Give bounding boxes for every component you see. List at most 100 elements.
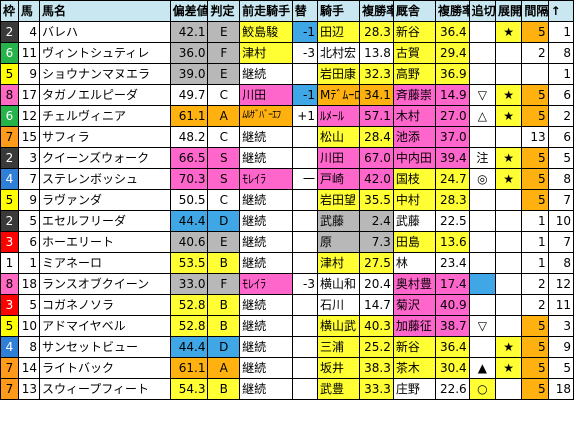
horse-number-cell: 8 <box>17 336 40 358</box>
grade-cell: F <box>207 273 241 295</box>
header-interval[interactable]: 間隔 <box>521 0 549 22</box>
rank-cell: 10 <box>547 210 575 232</box>
table-row[interactable]: 5 10 アドマイヤベル 52.8 B 継続 横山武 40.3 加藤征 38.7 ▽ 5 3 <box>0 315 575 337</box>
horse-name-cell: ホーエリート <box>38 231 171 253</box>
chase-mark-cell <box>468 42 496 64</box>
table-row[interactable]: 7 14 ライトバック 61.1 A 継続 坂井 38.3 茶木 30.4 ▲ ★ 5 5 <box>0 357 575 379</box>
jockey-win-cell: 35.5 <box>359 189 394 211</box>
change-cell <box>291 357 319 379</box>
table-row[interactable]: 8 18 ランスオブクイーン 33.0 F ﾓﾚｲﾗ -3 横山和 20.4 奥村豊 17.4 2 12 <box>0 273 575 295</box>
change-cell: -3 <box>291 42 319 64</box>
rank-cell: 8 <box>547 168 575 190</box>
prev-jockey-cell: 継続 <box>239 210 293 232</box>
waku-cell: 8 <box>0 273 19 295</box>
development-mark-cell <box>494 189 523 211</box>
table-row[interactable]: 4 8 サンセットビュー 44.4 D 継続 三浦 25.2 新谷 36.4 ★ 5 9 <box>0 336 575 358</box>
rank-cell: 5 <box>547 357 575 379</box>
header-trainer-win[interactable]: 複勝率 <box>434 0 470 22</box>
development-mark-cell <box>494 294 523 316</box>
header-chase[interactable]: 追切 <box>468 0 496 22</box>
table-row[interactable]: 3 6 ホーエリート 40.6 E 継続 原 7.3 田島 13.6 1 7 <box>0 231 575 253</box>
prev-jockey-cell: ﾓﾚｲﾗ <box>239 168 293 190</box>
header-change[interactable]: 替 <box>291 0 319 22</box>
interval-cell: 5 <box>521 189 549 211</box>
header-jockey[interactable]: 騎手 <box>316 0 361 22</box>
deviation-cell: 70.3 <box>169 168 209 190</box>
table-row[interactable]: 4 7 ステレンボッシュ 70.3 S ﾓﾚｲﾗ一戸崎 42.0 国枝 24.7 ◎ ★ 5 8 <box>0 168 575 190</box>
jockey-win-cell: 33.3 <box>359 378 394 400</box>
jockey-cell: 田辺 <box>316 21 361 43</box>
table-row[interactable]: 3 5 コガネノソラ 52.8 B 継続 石川 14.7 菊沢 40.9 2 11 <box>0 294 575 316</box>
grade-cell: E <box>207 63 241 85</box>
jockey-cell: 松山 <box>316 126 361 148</box>
horse-number-cell: 6 <box>17 231 40 253</box>
table-row[interactable]: 2 4 バレハ 42.1 E 鮫島駿 -1 田辺 28.3 新谷 36.4 ★ 5 1 <box>0 21 575 43</box>
jockey-win-cell: 40.3 <box>359 315 394 337</box>
waku-cell: 7 <box>0 357 19 379</box>
jockey-win-cell: 67.0 <box>359 147 394 169</box>
development-mark-cell <box>494 273 523 295</box>
horse-number-cell: 10 <box>17 315 40 337</box>
development-mark-cell <box>494 42 523 64</box>
header-sort[interactable]: ↑ <box>547 0 575 22</box>
grade-cell: B <box>207 294 241 316</box>
table-row[interactable]: 1 1 ミアネーロ 53.5 B 継続 津村 27.5 林 23.4 1 8 <box>0 252 575 274</box>
change-cell: -1 <box>291 21 319 43</box>
jockey-cell: 石川 <box>316 294 361 316</box>
trainer-win-cell: 17.4 <box>434 273 470 295</box>
change-cell <box>291 294 319 316</box>
horse-name-cell: サンセットビュー <box>38 336 171 358</box>
interval-cell: 5 <box>521 168 549 190</box>
table-row[interactable]: 5 9 ショウナンマヌエラ 39.0 E 継続 岩田康 32.3 高野 36.9 1 <box>0 63 575 85</box>
table-row[interactable]: 8 17 タガノエルピーダ 49.7 C 川田 -1 Mﾃﾞﾑｰﾛ 34.1 斉藤崇 14.9 ▽ ★ 5… <box>0 84 575 106</box>
header-grade[interactable]: 判定 <box>207 0 241 22</box>
interval-cell: 5 <box>521 84 549 106</box>
trainer-cell: 菊沢 <box>392 294 436 316</box>
header-development[interactable]: 展開 <box>494 0 523 22</box>
horse-number-cell: 9 <box>17 189 40 211</box>
rank-cell: 8 <box>547 42 575 64</box>
header-name[interactable]: 馬名 <box>38 0 171 22</box>
table-row[interactable]: 6 12 チェルヴィニア 61.1 A ﾑﾙｻﾞﾊﾞｰｴﾌ +1 ﾙﾒｰﾙ 57.1 木村 27.0… <box>0 105 575 127</box>
table-row[interactable]: 7 15 サフィラ 48.2 C 継続 松山 28.4 池添 37.0 13 6 <box>0 126 575 148</box>
trainer-win-cell: 39.4 <box>434 147 470 169</box>
jockey-win-cell: 32.3 <box>359 63 394 85</box>
table-row[interactable]: 6 11 ヴィントシュティレ 36.0 F 津村 -3 北村宏 13.8 古賀 29.4 2 8 <box>0 42 575 64</box>
header-waku[interactable]: 枠 <box>0 0 19 22</box>
horse-number-cell: 5 <box>17 210 40 232</box>
prev-jockey-cell: 継続 <box>239 315 293 337</box>
header-jockey-win[interactable]: 複勝率 <box>359 0 394 22</box>
waku-cell: 1 <box>0 252 19 274</box>
horse-name-cell: エセルフリーダ <box>38 210 171 232</box>
deviation-cell: 52.8 <box>169 315 209 337</box>
interval-cell: 5 <box>521 378 549 400</box>
jockey-cell: 武豊 <box>316 378 361 400</box>
chase-mark-cell: △ <box>468 105 496 127</box>
chase-mark-cell <box>468 231 496 253</box>
table-row[interactable]: 2 5 エセルフリーダ 44.4 D 継続 武藤 2.4 武藤 22.5 1 10 <box>0 210 575 232</box>
grade-cell: S <box>207 168 241 190</box>
trainer-win-cell: 37.0 <box>434 126 470 148</box>
header-deviation[interactable]: 偏差値 <box>169 0 209 22</box>
interval-cell: 5 <box>521 21 549 43</box>
grade-cell: D <box>207 210 241 232</box>
trainer-cell: 新谷 <box>392 21 436 43</box>
deviation-cell: 39.0 <box>169 63 209 85</box>
rank-cell: 11 <box>547 294 575 316</box>
interval-cell: 13 <box>521 126 549 148</box>
horse-name-cell: アドマイヤベル <box>38 315 171 337</box>
table-row[interactable]: 2 3 クイーンズウォーク 66.5 S 継続 川田 67.0 中内田 39.4 注 ★ 5 5 <box>0 147 575 169</box>
rank-cell: 12 <box>547 273 575 295</box>
header-prev-jockey[interactable]: 前走騎手 <box>239 0 293 22</box>
trainer-win-cell: 28.3 <box>434 189 470 211</box>
jockey-win-cell: 34.1 <box>359 84 394 106</box>
horse-number-cell: 18 <box>17 273 40 295</box>
jockey-win-cell: 27.5 <box>359 252 394 274</box>
table-row[interactable]: 7 13 スウィープフィート 54.3 B 継続 武豊 33.3 庄野 22.6 ○ 5 18 <box>0 378 575 400</box>
jockey-win-cell: 14.7 <box>359 294 394 316</box>
horse-number-cell: 11 <box>17 42 40 64</box>
header-trainer[interactable]: 厩舎 <box>392 0 436 22</box>
table-row[interactable]: 5 9 ラヴァンダ 50.5 C 継続 岩田望 35.5 中村 28.3 5 7 <box>0 189 575 211</box>
header-num[interactable]: 馬 <box>17 0 40 22</box>
